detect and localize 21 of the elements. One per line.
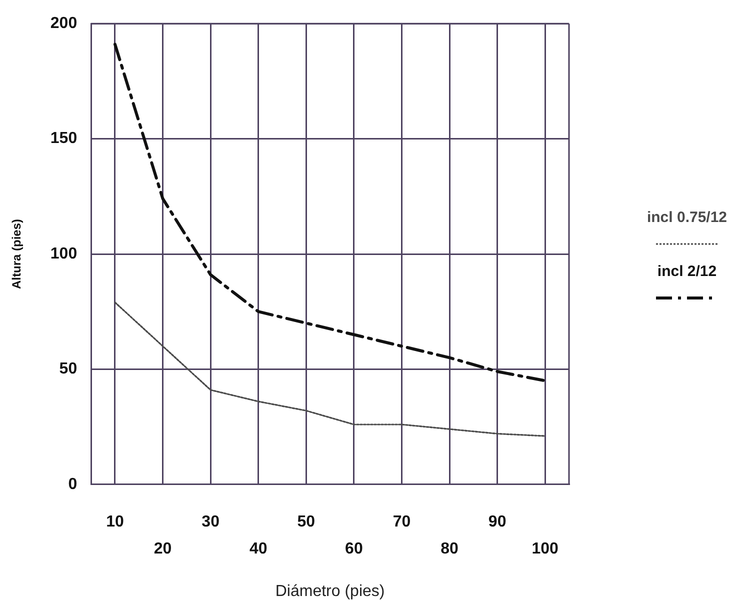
x-tick-label: 100 [532,540,559,558]
text: incl 0.75/12 [646,209,728,226]
x-tick-label: 60 [345,540,363,558]
line-series [114,302,546,437]
text: incl 2/12 [657,263,717,280]
y-tick-label: 100 [50,245,78,262]
y-axis-title: Altura (pies) [10,218,24,290]
x-tick-label: 80 [440,540,459,558]
x-tick-label: 10 [106,513,124,530]
x-tick-label: 30 [202,513,220,530]
x-axis-title: Diámetro (pies) [275,582,385,600]
x-tick-label: 90 [488,513,506,530]
x-tick-label: 50 [297,513,316,530]
y-tick-label: 200 [50,15,78,32]
y-tick-label: 50 [59,360,78,378]
x-tick-label: 20 [154,540,172,558]
x-tick-label: 40 [249,540,268,558]
y-tick-label: 150 [50,130,78,148]
x-tick-label: 70 [392,513,411,530]
line-series [113,42,547,382]
y-tick-label: 0 [68,476,78,493]
